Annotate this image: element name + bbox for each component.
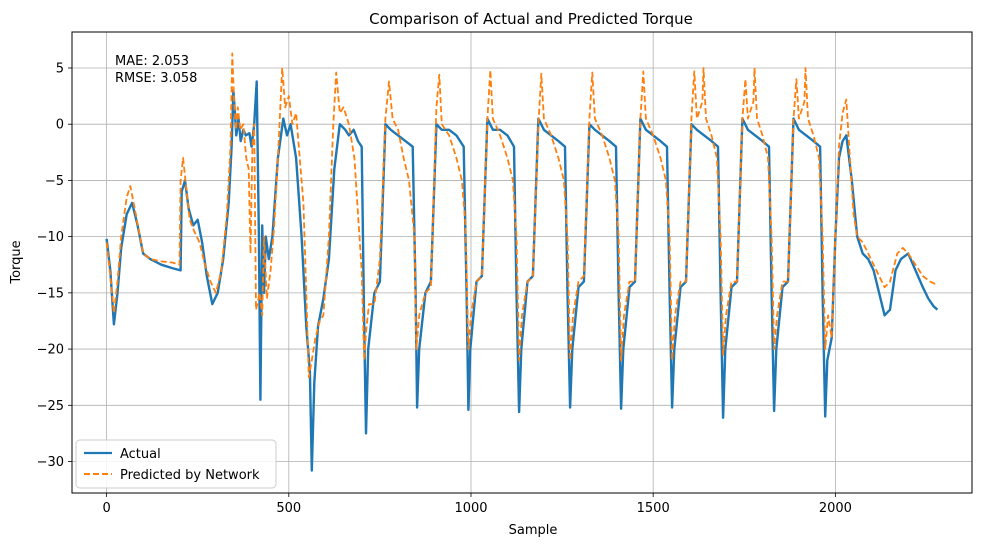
- x-axis-label: Sample: [509, 523, 558, 538]
- y-tick-label: −25: [37, 399, 64, 414]
- legend: Actual Predicted by Network: [75, 439, 277, 489]
- series-lines: [105, 52, 939, 472]
- actual-series-line: [105, 80, 939, 472]
- plot-frame: [71, 31, 973, 494]
- legend-label-predicted: Predicted by Network: [120, 468, 260, 483]
- x-tick-label: 2000: [819, 501, 852, 516]
- predicted-series-line: [105, 52, 938, 379]
- mae-annotation: MAE: 2.053: [115, 54, 189, 69]
- y-tick-label: −30: [37, 455, 64, 470]
- x-tick-label: 1500: [637, 501, 670, 516]
- y-axis-label: Torque: [9, 240, 24, 284]
- y-tick-label: −15: [37, 286, 64, 301]
- legend-label-actual: Actual: [120, 447, 161, 462]
- chart-title: Comparison of Actual and Predicted Torqu…: [369, 10, 693, 28]
- legend-box: [75, 439, 277, 489]
- y-tick-label: −20: [37, 343, 64, 358]
- y-axis-ticks: 5 0 −5 −10 −15 −20 −25 −30: [37, 61, 72, 470]
- rmse-annotation: RMSE: 3.058: [115, 71, 197, 86]
- y-tick-label: 5: [56, 61, 64, 76]
- y-tick-label: −10: [37, 230, 64, 245]
- x-tick-label: 1000: [454, 501, 487, 516]
- x-tick-label: 500: [276, 501, 301, 516]
- x-axis-ticks: 0 500 1000 1500 2000: [102, 493, 852, 516]
- y-tick-label: 0: [56, 118, 64, 133]
- x-tick-label: 0: [102, 501, 110, 516]
- grid: [72, 32, 972, 493]
- y-tick-label: −5: [45, 174, 64, 189]
